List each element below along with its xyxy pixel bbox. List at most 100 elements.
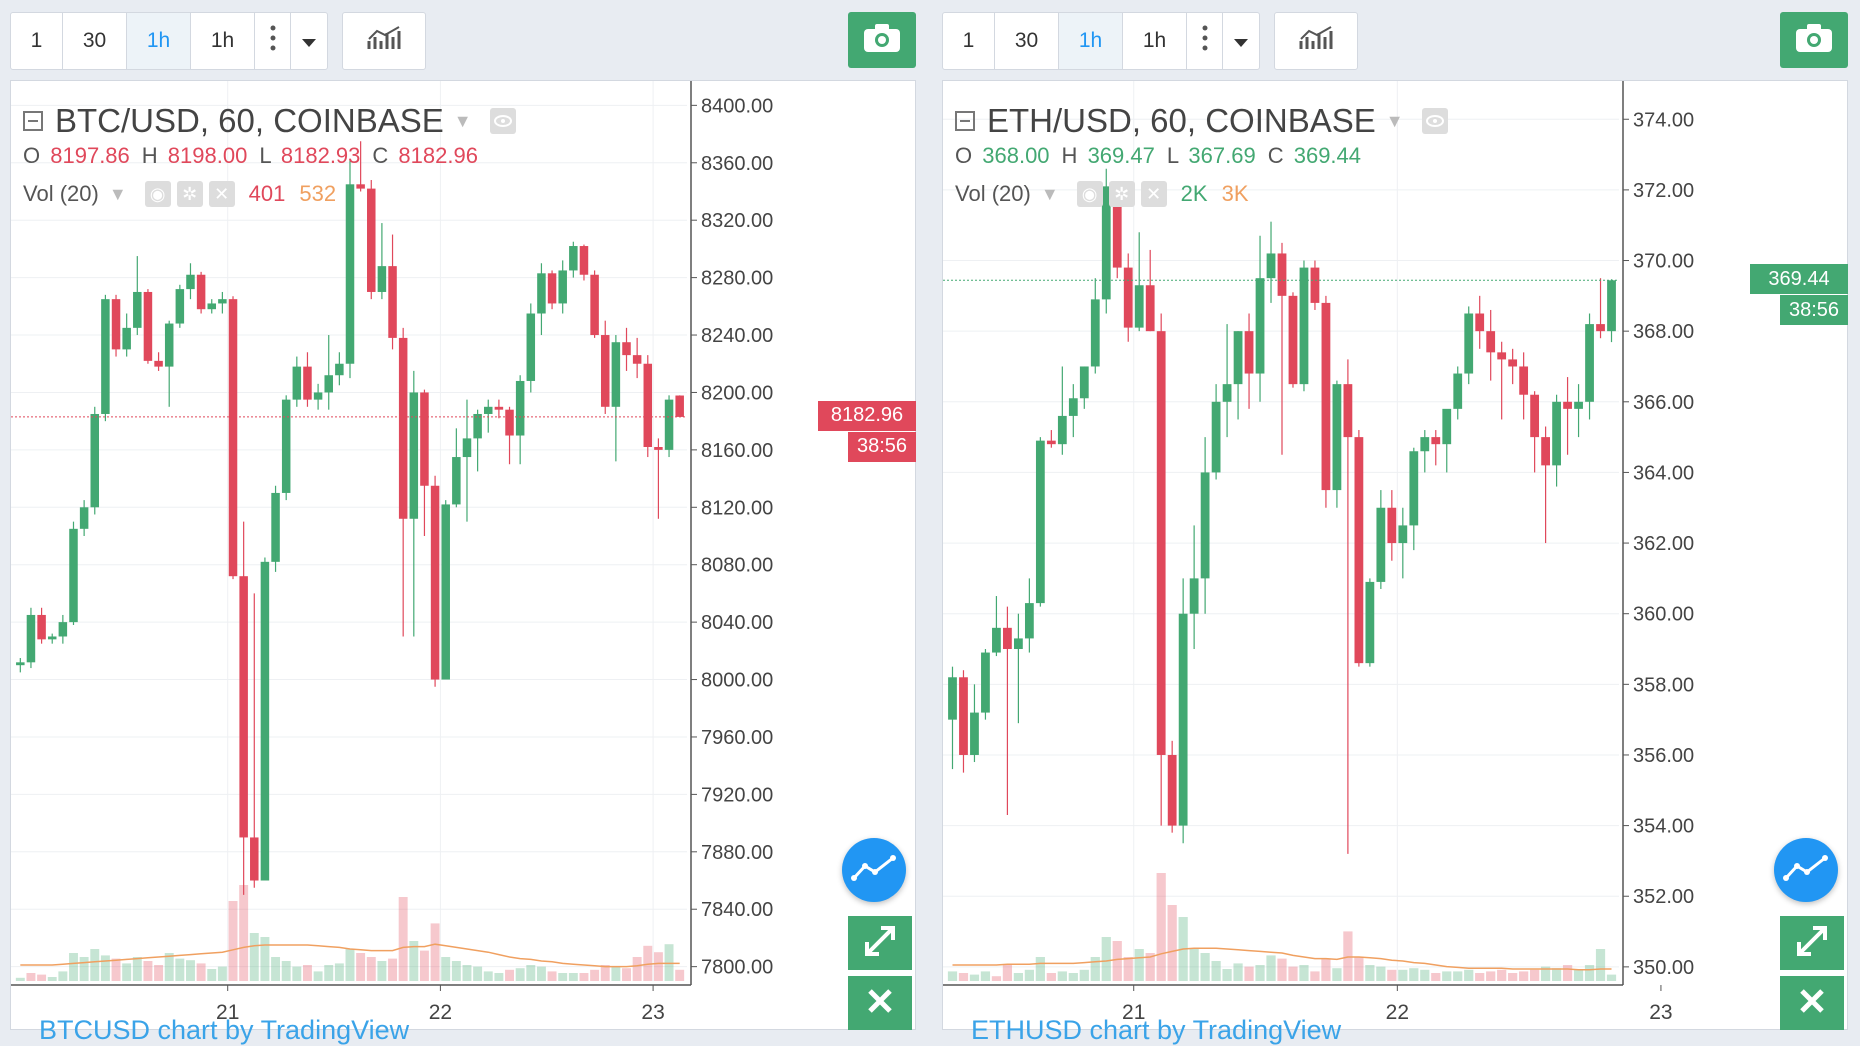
volume-bar	[1387, 969, 1397, 981]
volume-bar	[345, 949, 355, 981]
candle-body	[1277, 253, 1287, 296]
indicators-group	[342, 12, 426, 70]
chart-action-fab[interactable]	[1774, 838, 1838, 902]
collapse-legend-icon[interactable]	[955, 111, 975, 131]
more-intervals-button[interactable]	[255, 13, 291, 69]
ohlc-high: H 8198.00	[141, 143, 248, 168]
close-icon[interactable]: ✕	[208, 181, 235, 207]
interval-1h-button[interactable]: 1h	[191, 13, 255, 69]
volume-bar	[568, 973, 578, 981]
more-intervals-button[interactable]	[1187, 13, 1223, 69]
y-tick-label: 356.00	[1633, 745, 1694, 767]
candle-body	[260, 561, 270, 881]
volume-caret-icon[interactable]: ▼	[108, 183, 127, 204]
y-tick-label: 7800.00	[701, 957, 773, 979]
volume-bar	[388, 958, 398, 981]
volume-bar	[228, 901, 238, 981]
candle-body	[1574, 401, 1583, 409]
volume-bar	[324, 965, 334, 981]
y-tick-label: 372.00	[1633, 180, 1694, 202]
candle-body	[133, 291, 142, 328]
y-tick-label: 362.00	[1633, 533, 1694, 555]
y-tick-label: 360.00	[1633, 604, 1694, 626]
y-tick-label: 8000.00	[701, 670, 773, 692]
volume-bar	[196, 963, 206, 981]
candle-body	[58, 622, 68, 637]
indicators-button[interactable]	[1275, 13, 1357, 69]
fullscreen-button[interactable]	[848, 916, 912, 970]
candle-body	[281, 399, 291, 493]
tradingview-watermark-link[interactable]: ETHUSD chart by TradingView	[971, 1015, 1342, 1045]
interval-30m-button[interactable]: 30	[63, 13, 127, 69]
vertical-dots-icon	[270, 24, 276, 58]
candle-body	[1563, 401, 1572, 409]
close-icon[interactable]: ✕	[1140, 181, 1167, 207]
chart-area[interactable]: 8400.00 8360.00 8320.00 8280.00 8240.00 8200.…	[10, 80, 917, 1045]
caret-down-icon[interactable]: ▼	[453, 110, 472, 131]
interval-dropdown-button[interactable]	[1223, 13, 1259, 69]
candle-body	[1552, 401, 1561, 466]
volume-bar	[79, 957, 89, 981]
candle-body	[313, 392, 323, 400]
candle-body	[579, 246, 589, 275]
volume-value: 401	[248, 181, 286, 206]
chart-toolbar: 1 30 1h 1h	[10, 12, 426, 70]
indicators-group	[1274, 12, 1358, 70]
volume-bar	[1508, 973, 1518, 981]
collapse-legend-icon[interactable]	[23, 111, 43, 131]
interval-30m-button[interactable]: 30	[995, 13, 1059, 69]
chart-action-fab[interactable]	[842, 838, 906, 902]
volume-bar	[1343, 931, 1353, 981]
eye-icon[interactable]	[1421, 108, 1448, 134]
candle-body	[1200, 472, 1210, 579]
close-chart-button[interactable]	[848, 976, 912, 1030]
candle-body	[1486, 331, 1496, 353]
gear-icon[interactable]: ✲	[176, 181, 203, 207]
snapshot-button[interactable]	[1780, 12, 1848, 68]
volume-bar	[969, 974, 980, 981]
chart-area[interactable]: 374.00 372.00 370.00 368.00 366.00 364.00 362.…	[942, 80, 1849, 1045]
volume-bar	[1035, 957, 1045, 981]
volume-bar	[1376, 966, 1386, 981]
snapshot-button[interactable]	[848, 12, 916, 68]
tradingview-watermark-link[interactable]: BTCUSD chart by TradingView	[39, 1015, 410, 1045]
candle-body	[1497, 352, 1507, 360]
candle-body	[345, 184, 355, 364]
candlestick-chart-svg[interactable]: 374.00 372.00 370.00 368.00 366.00 364.00 362.…	[943, 81, 1849, 1031]
candle-body	[1222, 384, 1232, 402]
eye-icon[interactable]: ◉	[144, 181, 171, 207]
volume-caret-icon[interactable]: ▼	[1040, 183, 1059, 204]
volume-bar	[1332, 968, 1342, 981]
candle-body	[622, 342, 631, 356]
candlestick-chart-svg[interactable]: 8400.00 8360.00 8320.00 8280.00 8240.00 8200.…	[11, 81, 917, 1031]
candle-body	[1244, 331, 1254, 374]
y-tick-label: 8400.00	[701, 95, 773, 117]
interval-1m-button[interactable]: 1	[11, 13, 63, 69]
volume-ma-line	[952, 947, 1612, 971]
volume-bar	[90, 949, 100, 981]
last-price-tag: 8182.96	[818, 400, 916, 431]
interval-dropdown-button[interactable]	[291, 13, 327, 69]
gear-icon[interactable]: ✲	[1108, 181, 1135, 207]
candle-body	[324, 375, 333, 393]
interval-1h-button-active[interactable]: 1h	[1059, 13, 1123, 69]
indicators-button[interactable]	[343, 13, 425, 69]
interval-1m-button[interactable]: 1	[943, 13, 995, 69]
candle-body	[1420, 437, 1430, 452]
eye-icon[interactable]	[489, 108, 516, 134]
volume-bar	[1551, 968, 1562, 981]
volume-bar	[1584, 965, 1595, 981]
close-chart-button[interactable]	[1780, 976, 1844, 1030]
candle-body	[1541, 437, 1550, 466]
interval-1h-button-active[interactable]: 1h	[127, 13, 191, 69]
candle-body	[494, 406, 504, 410]
interval-1h-button[interactable]: 1h	[1123, 13, 1187, 69]
chart-legend: BTC/USD, 60, COINBASE ▼ O 8197.86 H 8198…	[23, 101, 516, 207]
fullscreen-button[interactable]	[1780, 916, 1844, 970]
candle-body	[1255, 278, 1265, 374]
volume-bar	[26, 973, 36, 981]
candle-body	[101, 299, 110, 414]
eye-icon[interactable]: ◉	[1076, 181, 1103, 207]
volume-bar	[100, 955, 110, 981]
caret-down-icon[interactable]: ▼	[1385, 110, 1404, 131]
